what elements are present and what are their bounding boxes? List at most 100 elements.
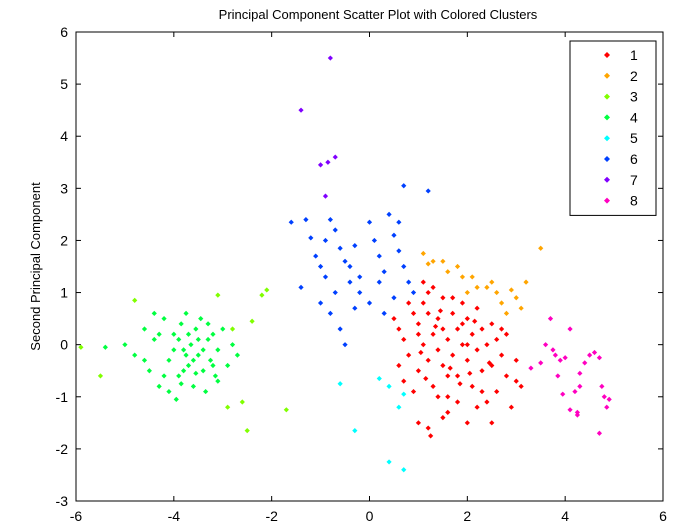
point-cluster-3	[97, 373, 104, 379]
point-cluster-1	[469, 383, 475, 389]
point-cluster-4	[190, 383, 196, 389]
point-cluster-1	[450, 295, 456, 301]
point-cluster-6	[332, 289, 338, 296]
point-cluster-1	[503, 373, 510, 379]
point-cluster-1	[459, 300, 466, 306]
point-cluster-2	[523, 279, 529, 285]
point-cluster-1	[513, 357, 519, 363]
point-cluster-8	[567, 407, 573, 413]
point-cluster-6	[298, 284, 304, 290]
point-cluster-3	[239, 399, 245, 405]
point-cluster-4	[205, 336, 211, 343]
point-cluster-4	[156, 331, 162, 337]
legend-label-4: 4	[630, 109, 638, 125]
point-cluster-1	[415, 331, 422, 337]
point-cluster-1	[494, 388, 500, 395]
point-cluster-6	[322, 237, 329, 244]
point-cluster-5	[352, 428, 358, 434]
point-cluster-1	[459, 321, 466, 327]
point-cluster-6	[401, 263, 407, 270]
y-tick-label: -1	[56, 389, 69, 405]
point-cluster-1	[503, 331, 510, 337]
x-tick-label: -2	[265, 508, 278, 524]
point-cluster-8	[528, 365, 534, 371]
point-cluster-1	[486, 360, 492, 366]
point-cluster-1	[440, 415, 446, 421]
point-cluster-1	[440, 295, 446, 301]
point-cluster-1	[479, 388, 485, 395]
point-cluster-1	[406, 300, 412, 306]
point-cluster-8	[552, 352, 558, 358]
y-axis-label: Second Principal Component	[28, 182, 43, 351]
point-cluster-1	[440, 326, 446, 332]
legend-label-7: 7	[630, 172, 638, 188]
point-cluster-1	[494, 336, 500, 343]
point-cluster-2	[454, 263, 461, 270]
point-cluster-4	[183, 352, 189, 358]
point-cluster-4	[234, 352, 241, 358]
legend-label-3: 3	[630, 89, 638, 105]
point-cluster-1	[474, 347, 480, 353]
point-cluster-2	[445, 269, 451, 275]
x-tick-label: 4	[561, 508, 569, 524]
x-tick-label: -4	[168, 508, 181, 524]
point-cluster-1	[415, 321, 422, 327]
point-cluster-6	[337, 326, 343, 332]
point-cluster-2	[513, 295, 519, 301]
point-cluster-2	[503, 310, 510, 316]
point-cluster-1	[454, 399, 461, 405]
point-cluster-4	[198, 316, 204, 322]
point-cluster-8	[604, 404, 610, 410]
point-cluster-6	[288, 219, 294, 225]
point-cluster-6	[381, 269, 387, 275]
point-cluster-4	[178, 381, 184, 387]
point-cluster-8	[596, 355, 603, 361]
point-cluster-1	[401, 378, 407, 384]
point-cluster-1	[464, 342, 470, 348]
point-cluster-1	[425, 425, 431, 431]
point-cluster-3	[283, 407, 289, 413]
point-cluster-4	[229, 342, 236, 348]
point-cluster-4	[190, 357, 196, 363]
point-cluster-6	[317, 300, 324, 306]
legend-marker-7	[604, 176, 610, 183]
point-cluster-5	[376, 375, 382, 382]
point-cluster-5	[401, 391, 407, 397]
point-cluster-1	[425, 357, 431, 363]
point-cluster-4	[171, 331, 177, 337]
y-tick-label: 3	[60, 180, 68, 196]
point-cluster-1	[430, 383, 436, 389]
point-cluster-7	[298, 107, 304, 113]
point-cluster-4	[141, 326, 148, 332]
point-cluster-4	[151, 310, 157, 316]
point-cluster-1	[447, 365, 453, 371]
point-cluster-7	[317, 162, 324, 168]
point-cluster-4	[171, 347, 177, 353]
point-cluster-1	[474, 404, 480, 410]
legend-marker-6	[604, 156, 610, 162]
point-cluster-1	[396, 362, 402, 369]
legend-box	[569, 40, 657, 216]
point-cluster-4	[188, 342, 194, 348]
point-cluster-4	[210, 362, 216, 369]
point-cluster-6	[410, 289, 417, 296]
point-cluster-1	[508, 404, 514, 410]
point-cluster-6	[342, 258, 348, 264]
point-cluster-6	[352, 305, 358, 311]
point-cluster-3	[244, 428, 250, 434]
point-cluster-1	[479, 368, 485, 374]
point-cluster-8	[599, 383, 605, 389]
point-cluster-4	[161, 316, 167, 322]
point-cluster-1	[430, 331, 436, 337]
point-cluster-6	[357, 274, 363, 280]
point-cluster-1	[445, 409, 451, 416]
x-tick-label: -6	[70, 508, 83, 524]
point-cluster-6	[386, 211, 392, 217]
point-cluster-1	[484, 399, 490, 405]
point-cluster-4	[185, 362, 192, 369]
point-cluster-1	[484, 342, 490, 348]
point-cluster-5	[401, 467, 407, 473]
point-cluster-5	[386, 383, 392, 389]
point-cluster-1	[430, 284, 436, 290]
point-cluster-4	[195, 352, 201, 358]
